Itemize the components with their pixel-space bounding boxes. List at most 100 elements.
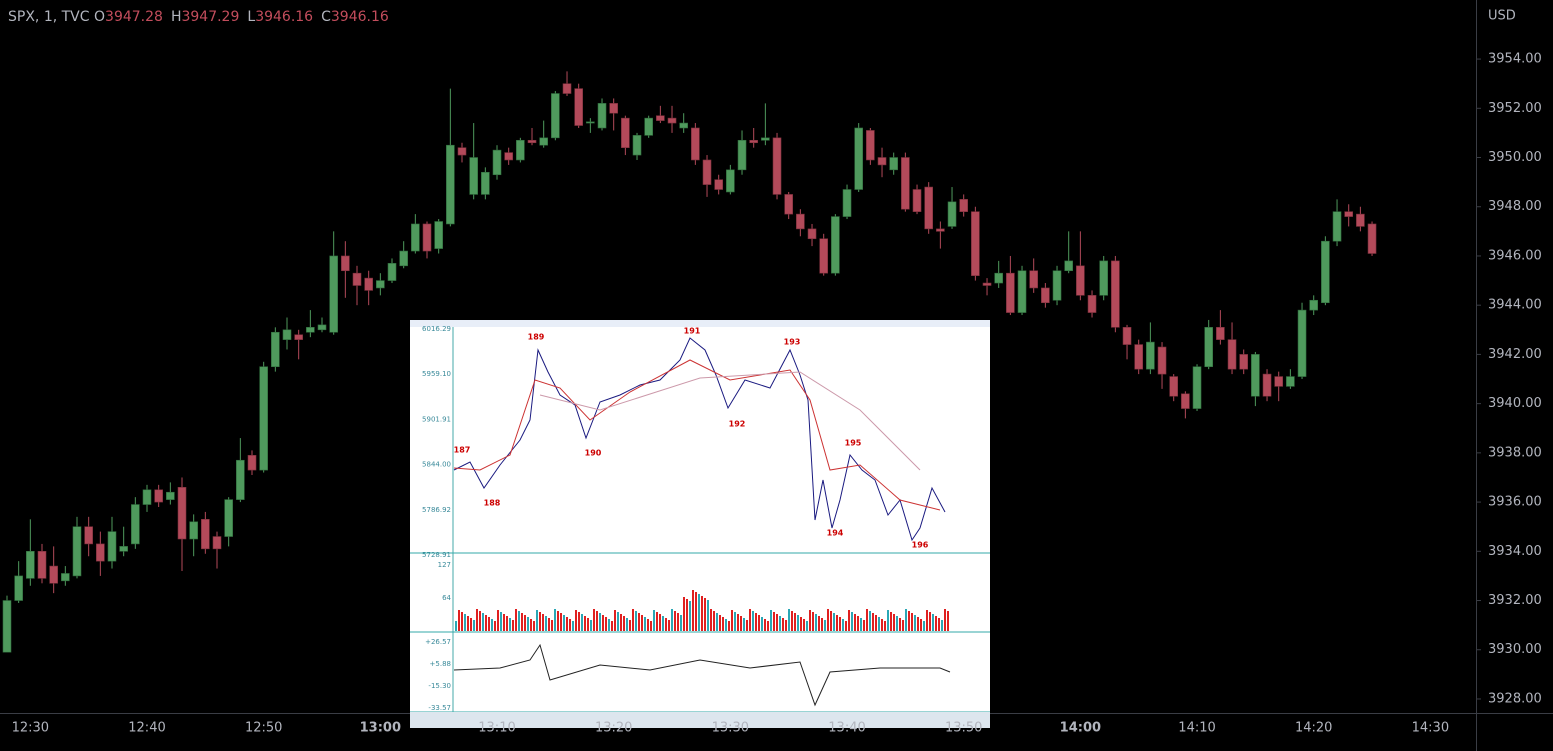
inset-wave-label: 192 <box>729 420 746 429</box>
inset-toolbar <box>410 320 990 327</box>
inset-volume-bar <box>671 609 673 631</box>
candle-body <box>656 115 665 121</box>
inset-ma-line <box>539 371 921 471</box>
candle-body <box>936 228 945 232</box>
inset-wave-label: 194 <box>827 529 844 538</box>
inset-volume-bar <box>689 601 691 631</box>
inset-volume-bar <box>701 596 703 631</box>
inset-volume-bar <box>668 620 670 631</box>
inset-volume-bar <box>632 609 634 631</box>
inset-volume-bar <box>848 610 850 631</box>
inset-volume-bar <box>620 614 622 631</box>
candle-body <box>1181 393 1190 409</box>
candle-body <box>516 139 525 161</box>
inset-macd-label: -15.30 <box>428 682 451 690</box>
inset-volume-bar <box>458 610 460 631</box>
y-tick-label: 3946.00 <box>1488 248 1542 263</box>
candle-body <box>1239 354 1249 370</box>
candle-body <box>737 139 747 171</box>
candle-body <box>971 211 980 276</box>
candle-body <box>644 117 653 136</box>
inset-volume-bar <box>674 611 676 631</box>
inset-volume-bar <box>716 613 718 631</box>
candle-body <box>492 149 502 176</box>
inset-volume-bar <box>704 598 706 631</box>
y-tick-label: 3932.00 <box>1488 593 1542 608</box>
candle-body <box>341 255 350 272</box>
candle-body <box>1157 346 1167 375</box>
inset-volume-bar <box>731 610 733 631</box>
inset-volume-bar <box>803 619 805 631</box>
inset-wave-label: 188 <box>484 499 501 508</box>
inset-wave-label: 195 <box>845 439 862 448</box>
inset-volume-bar <box>890 612 892 631</box>
inset-volume-bar <box>878 617 880 631</box>
candle-body <box>72 526 82 577</box>
ohlc-value: 3947.28 <box>105 9 163 25</box>
inset-volume-bar <box>491 619 493 631</box>
inset-volume-bar <box>647 619 649 631</box>
candle-body <box>1064 260 1073 272</box>
inset-volume-bar <box>752 611 754 631</box>
inset-volume-bar <box>656 612 658 631</box>
candle-body <box>364 277 373 291</box>
inset-volume-bar <box>515 609 517 631</box>
candle-body <box>259 366 268 471</box>
inset-volume-bar <box>815 614 817 631</box>
inset-volume-bar <box>809 610 811 631</box>
inset-volume-bar <box>785 620 787 631</box>
inset-volume-bar <box>725 619 727 631</box>
inset-volume-bar <box>506 616 508 631</box>
x-tick-label: 12:30 <box>12 721 49 736</box>
candle-body <box>177 487 187 540</box>
inset-volume-bar <box>767 621 769 631</box>
inset-volume-bar <box>659 614 661 631</box>
x-tick-label: 13:30 <box>712 721 749 736</box>
inset-volume-bar <box>794 613 796 631</box>
inset-volume-bar <box>875 615 877 631</box>
inset-volume-bar <box>575 610 577 631</box>
inset-volume-bar <box>665 618 667 631</box>
candle-body <box>1076 265 1085 296</box>
inset-price-label: 5786.92 <box>422 506 451 514</box>
inset-volume-bar <box>869 611 871 631</box>
inset-volume-bar <box>509 618 511 631</box>
inset-volume-bar <box>758 615 760 631</box>
ohlc-value: 3946.16 <box>331 9 389 25</box>
price-axis: 3928.00 3930.00 3932.00 3934.00 3936.00 3938.… <box>1476 52 1542 706</box>
candle-body <box>1321 240 1330 304</box>
candle-body <box>807 228 817 240</box>
inset-price-line <box>453 337 946 542</box>
inset-volume-bar <box>605 617 607 631</box>
inset-volume-bar <box>533 621 535 631</box>
inset-volume-bar <box>821 618 823 631</box>
candle-body <box>1274 376 1284 387</box>
inset-volume-bar <box>563 615 565 631</box>
candle-body <box>691 127 700 161</box>
inset-volume-bar <box>800 617 802 631</box>
candle-body <box>1099 260 1108 296</box>
inset-volume-bar <box>650 621 652 631</box>
inset-volume-bar <box>698 594 700 631</box>
inset-volume-bar <box>695 592 697 631</box>
candle-body <box>621 117 630 148</box>
candle-body <box>2 600 12 653</box>
candle-body <box>434 221 443 249</box>
inset-volume-bar <box>824 620 826 631</box>
y-tick-label: 3938.00 <box>1488 445 1542 460</box>
inset-tabs <box>410 712 990 728</box>
candle-body <box>772 137 782 195</box>
inset-volume-bar <box>581 614 583 631</box>
inset-volume-bar <box>500 612 502 631</box>
inset-wave-label: 190 <box>585 449 602 458</box>
candle-body <box>1227 339 1237 370</box>
inset-volume-bar <box>602 615 604 631</box>
inset-volume-bar <box>545 616 547 631</box>
candle-body <box>1134 344 1143 370</box>
inset-price-label: 5728.91 <box>422 551 451 559</box>
candle-body <box>1041 287 1050 304</box>
inset-volume-bar <box>539 612 541 631</box>
candle-body <box>201 519 210 550</box>
inset-volume-bar <box>836 615 838 631</box>
inset-volume-bar <box>719 615 721 631</box>
